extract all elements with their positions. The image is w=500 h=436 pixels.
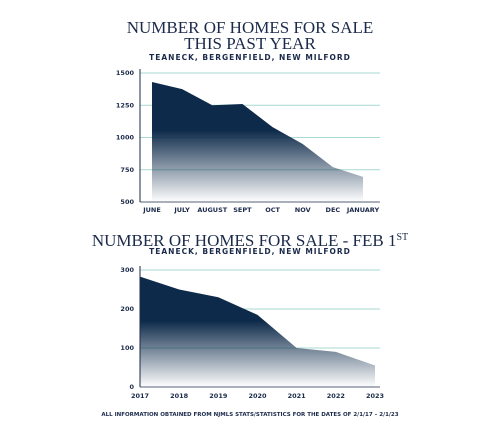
x-tick-label: 2023 [366, 392, 384, 400]
chart-subtitle: TEANECK, BERGENFIELD, NEW MILFORD [149, 247, 351, 256]
chart-title: NUMBER OF HOMES FOR SALE - FEB 1ST [92, 231, 408, 250]
title-superscript: ST [396, 232, 408, 243]
y-tick-label: 100 [120, 344, 134, 352]
area [152, 82, 363, 202]
x-tick-label: SEPT [233, 206, 252, 214]
x-tick-label: 2018 [170, 392, 189, 400]
y-tick-label: 1500 [116, 69, 135, 77]
footnote: ALL INFORMATION OBTAINED FROM NJMLS STAT… [101, 412, 398, 418]
chart-subtitle: TEANECK, BERGENFIELD, NEW MILFORD [149, 53, 351, 62]
y-tick-label: 1000 [116, 134, 135, 142]
x-tick-label: JUNE [142, 206, 161, 214]
y-tick-label: 300 [120, 266, 134, 274]
chart-title: THIS PAST YEAR [184, 34, 316, 53]
x-tick-label: OCT [265, 206, 280, 214]
x-tick-label: JULY [173, 206, 190, 214]
x-tick-label: 2022 [327, 392, 345, 400]
title-main: NUMBER OF HOMES FOR SALE - FEB 1 [92, 231, 397, 250]
x-tick-label: 2017 [131, 392, 149, 400]
area [140, 276, 375, 387]
y-tick-label: 500 [120, 198, 134, 206]
y-tick-label: 1250 [116, 101, 135, 109]
y-tick-label: 0 [129, 383, 134, 391]
x-tick-label: 2019 [209, 392, 228, 400]
x-tick-label: 2020 [248, 392, 267, 400]
x-tick-label: DEC [326, 206, 341, 214]
chart-title: NUMBER OF HOMES FOR SALE [127, 18, 374, 37]
x-tick-label: NOV [295, 206, 311, 214]
x-tick-label: AUGUST [197, 206, 227, 214]
x-tick-label: 2021 [288, 392, 307, 400]
y-tick-label: 750 [120, 166, 134, 174]
y-tick-label: 200 [120, 305, 134, 313]
x-tick-label: JANUARY [346, 206, 380, 214]
